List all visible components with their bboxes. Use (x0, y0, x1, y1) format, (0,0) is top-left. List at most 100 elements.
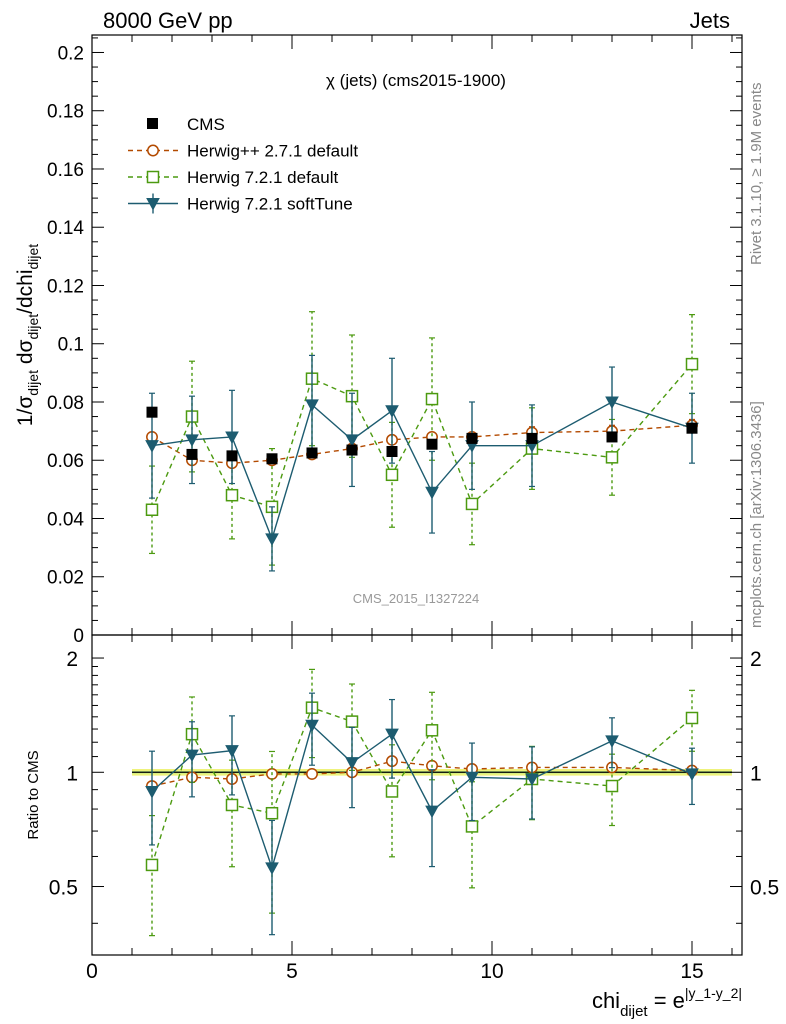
cms-data-point (146, 406, 158, 418)
square-marker (145, 858, 159, 872)
y-tick-label: 0.14 (47, 218, 84, 239)
ratio-y-axis-label: Ratio to CMS (25, 750, 42, 839)
header-right: Jets (690, 8, 730, 33)
square-marker (146, 170, 160, 184)
circle-marker (306, 767, 318, 780)
triangle-marker (265, 533, 279, 546)
triangle-marker (385, 728, 399, 742)
main-y-ticks: 0 0.02 0.04 0.06 0.08 0.1 0.12 0.14 0.16 0.18 0.2 (47, 37, 742, 647)
ratio-tick-label-right: 1 (750, 762, 762, 785)
y-tick-label: 0.16 (47, 160, 84, 181)
mcplots-label: mcplots.cern.ch [arXiv:1306.3436] (748, 401, 765, 628)
triangle-marker (605, 735, 619, 748)
ratio-marks (145, 668, 699, 937)
y-tick-label: 0.1 (58, 335, 84, 356)
triangle-marker (185, 434, 199, 447)
triangle-marker (265, 862, 279, 875)
square-marker (425, 392, 439, 406)
ratio-tick-label-right: 2 (750, 648, 762, 671)
triangle-marker (385, 405, 399, 418)
legend-cms-marker (147, 118, 158, 129)
legend-label: Herwig++ 2.7.1 default (187, 142, 358, 161)
y-tick-label: 0 (73, 626, 84, 647)
square-marker (265, 806, 279, 820)
triangle-marker (185, 749, 199, 763)
y-tick-label: 0.08 (47, 393, 84, 414)
ratio-tick-label-right: 0.5 (750, 877, 779, 900)
square-marker (425, 724, 439, 737)
triangle-marker (225, 745, 239, 758)
legend-label: Herwig 7.2.1 softTune (187, 195, 353, 214)
y-tick-label: 0.04 (47, 509, 84, 530)
legend-label: CMS (187, 115, 225, 134)
square-marker (345, 715, 359, 728)
y-tick-label: 0.12 (47, 276, 84, 297)
cms-data-point (306, 447, 318, 459)
triangle-marker (465, 771, 479, 785)
chart-title: χ (jets) (cms2015-1900) (326, 71, 506, 90)
ratio-tick-label: 1 (66, 762, 78, 785)
x-axis-label: chidijet = e|y_1-y_2| (592, 985, 742, 1020)
square-marker (225, 798, 239, 812)
cms-data-point (606, 431, 618, 443)
cms-data-point (346, 444, 358, 456)
triangle-marker (305, 719, 319, 733)
square-marker (385, 785, 399, 798)
ratio-panel: 0.5 0.5 1 1 2 2 Ratio to CMS (25, 634, 779, 956)
y-tick-label: 0.18 (47, 102, 84, 123)
ratio-tick-label: 0.5 (49, 877, 78, 900)
analysis-watermark: CMS_2015_I1327224 (353, 591, 480, 606)
series-line (151, 424, 693, 464)
triangle-marker (225, 431, 239, 444)
square-marker (465, 820, 479, 833)
main-marks (145, 311, 699, 572)
square-marker (605, 451, 619, 464)
legend-label: Herwig 7.2.1 default (187, 168, 338, 187)
cms-data-point (686, 422, 698, 434)
y-tick-label: 0.02 (47, 568, 84, 589)
square-marker (145, 503, 159, 517)
series-line (151, 363, 693, 511)
y-tick-label: 0.2 (58, 43, 84, 64)
main-panel: 00.020.040.060.080.10.120.140.160.180.2 … (14, 34, 743, 647)
square-marker (465, 497, 479, 511)
triangle-marker (145, 440, 159, 453)
triangle-marker (345, 757, 359, 770)
ratio-tick-label: 2 (66, 648, 78, 671)
triangle-marker (305, 399, 319, 412)
square-marker (225, 488, 239, 502)
y-tick-label: 0.06 (47, 451, 84, 472)
header-left: 8000 GeV pp (103, 8, 233, 33)
triangle-marker (605, 396, 619, 410)
cms-data-point (186, 448, 198, 460)
cms-data-point (466, 432, 478, 444)
triangle-marker (146, 198, 160, 211)
square-marker (605, 779, 619, 793)
square-marker (385, 468, 399, 482)
triangle-marker (425, 805, 439, 819)
square-marker (685, 711, 699, 725)
ratio-series-line (151, 723, 693, 871)
triangle-marker (145, 785, 159, 799)
x-tick-label: 15 (680, 960, 703, 983)
cms-data-point (426, 438, 438, 450)
square-marker (685, 357, 699, 371)
x-tick-label: 5 (286, 960, 298, 983)
y-axis-label: 1/σdijet dσdijet/dchidijet (14, 244, 41, 426)
cms-data-point (226, 450, 238, 462)
ratio-series-line (151, 706, 693, 866)
ratio-y-ticks: 0.5 0.5 1 1 2 2 (49, 648, 779, 924)
cms-data-point (386, 446, 398, 458)
rivet-version-label: Rivet 3.1.10, ≥ 1.9M events (748, 83, 765, 266)
triangle-marker (345, 434, 359, 447)
triangle-marker (685, 768, 699, 781)
ratio-series-line (151, 760, 693, 787)
ratio-frame (91, 634, 743, 956)
series-line (151, 401, 693, 542)
x-tick-label: 0 (86, 960, 98, 983)
cms-data-point (526, 432, 538, 444)
triangle-marker (425, 486, 439, 500)
x-tick-label: 10 (480, 960, 503, 983)
triangle-marker (525, 773, 539, 787)
